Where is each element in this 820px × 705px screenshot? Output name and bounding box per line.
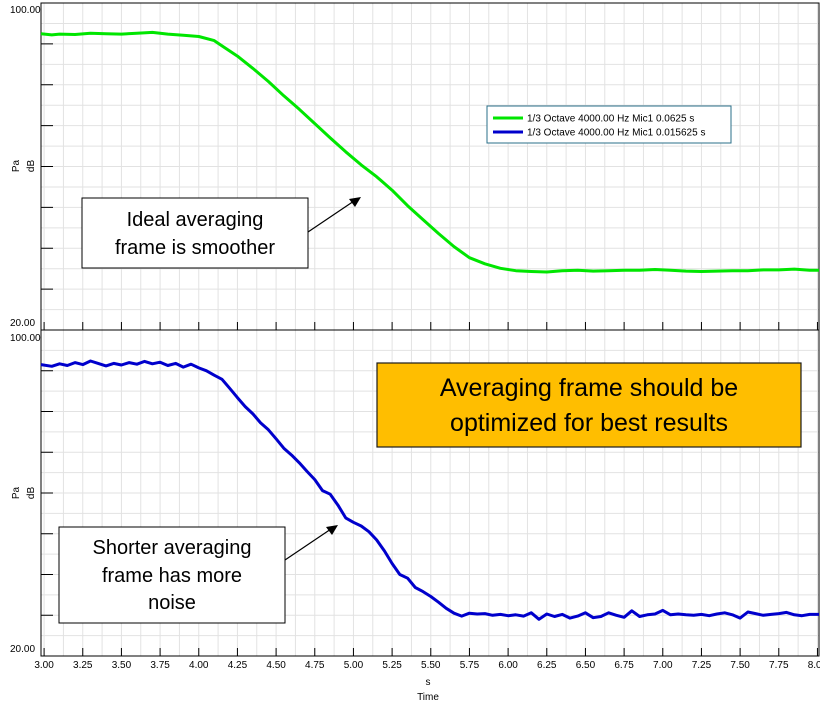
top-x-ticks [43,322,818,330]
top-plot-panel: 100.00 20.00 Pa dB 1/3 Octave 4000.00 Hz… [10,2,820,331]
bottom-y-scale-label: dB [26,487,37,500]
bottom-y-unit-label: Pa [11,486,22,499]
x-tick-label: 3.50 [112,660,132,671]
legend-box [486,105,732,144]
noise-callout-arrow [284,528,332,561]
x-tick-label: 5.75 [460,660,480,671]
x-tick-labels: 3.00 3.25 3.50 3.75 4.00 4.25 4.50 4.75 5.00 5.25… [34,660,820,671]
x-axis-title: Time [417,692,439,703]
top-y-unit-label: Pa [11,159,22,172]
bottom-y-min-label: 20.00 [10,644,35,655]
noise-callout-line-1: Shorter averaging [93,537,252,559]
noise-callout-arrowhead [326,525,338,535]
bottom-series-line [40,359,819,621]
x-tick-label: 6.75 [614,660,634,671]
smooth-callout-arrowhead [349,197,361,207]
x-unit-label: s [426,677,431,688]
headline-line-2: optimized for best results [450,409,728,437]
top-y-max-label: 100.00 [10,5,41,16]
x-tick-label: 3.75 [150,660,170,671]
x-tick-label: 6.50 [576,660,596,671]
x-tick-label: 3.25 [73,660,93,671]
smooth-callout-line-1: Ideal averaging [127,209,264,231]
smooth-callout-box [81,197,309,269]
legend-label-green: 1/3 Octave 4000.00 Hz Mic1 0.0625 s [527,114,694,125]
bottom-y-max-label: 100.00 [10,333,41,344]
bottom-series-group [40,359,819,621]
top-grid [41,3,819,330]
smooth-callout-arrow [307,200,355,233]
noise-callout-box [58,526,286,624]
x-tick-label: 7.00 [653,660,673,671]
x-tick-label: 6.25 [537,660,557,671]
bottom-plot-panel: 100.00 20.00 Pa dB 3.00 3.25 3.50 3.75 4.00 4… [10,329,820,703]
noise-callout-line-2: frame has more [102,565,242,587]
legend: 1/3 Octave 4000.00 Hz Mic1 0.0625 s 1/3 … [486,105,732,144]
noise-callout: Shorter averaging frame has more noise [58,525,338,624]
x-tick-label: 7.25 [692,660,712,671]
x-tick-label: 3.00 [34,660,54,671]
top-y-min-label: 20.00 [10,318,35,329]
bottom-y-ticks [41,370,53,616]
x-tick-label: 5.00 [344,660,364,671]
x-tick-label: 4.25 [228,660,248,671]
top-y-ticks [41,43,53,290]
top-series-group [40,30,819,274]
headline-box [376,362,802,448]
x-tick-label: 7.75 [769,660,789,671]
x-tick-label: 5.50 [421,660,441,671]
x-tick-label: 4.50 [266,660,286,671]
x-tick-label: 4.75 [305,660,325,671]
smooth-callout: Ideal averaging frame is smoother [81,197,361,269]
headline-line-1: Averaging frame should be [440,374,738,402]
legend-label-blue: 1/3 Octave 4000.00 Hz Mic1 0.015625 s [527,128,705,139]
noise-callout-line-3: noise [148,592,196,614]
x-tick-label: 6.00 [498,660,518,671]
bottom-x-ticks [43,648,818,656]
x-tick-label: 4.00 [189,660,209,671]
x-tick-label: 7.50 [730,660,750,671]
top-y-scale-label: dB [26,160,37,173]
top-series-line [40,30,819,274]
headline-callout: Averaging frame should be optimized for … [376,362,802,448]
x-tick-label: 8.00 [808,660,820,671]
x-tick-label: 5.25 [382,660,402,671]
smooth-callout-line-2: frame is smoother [115,237,275,259]
